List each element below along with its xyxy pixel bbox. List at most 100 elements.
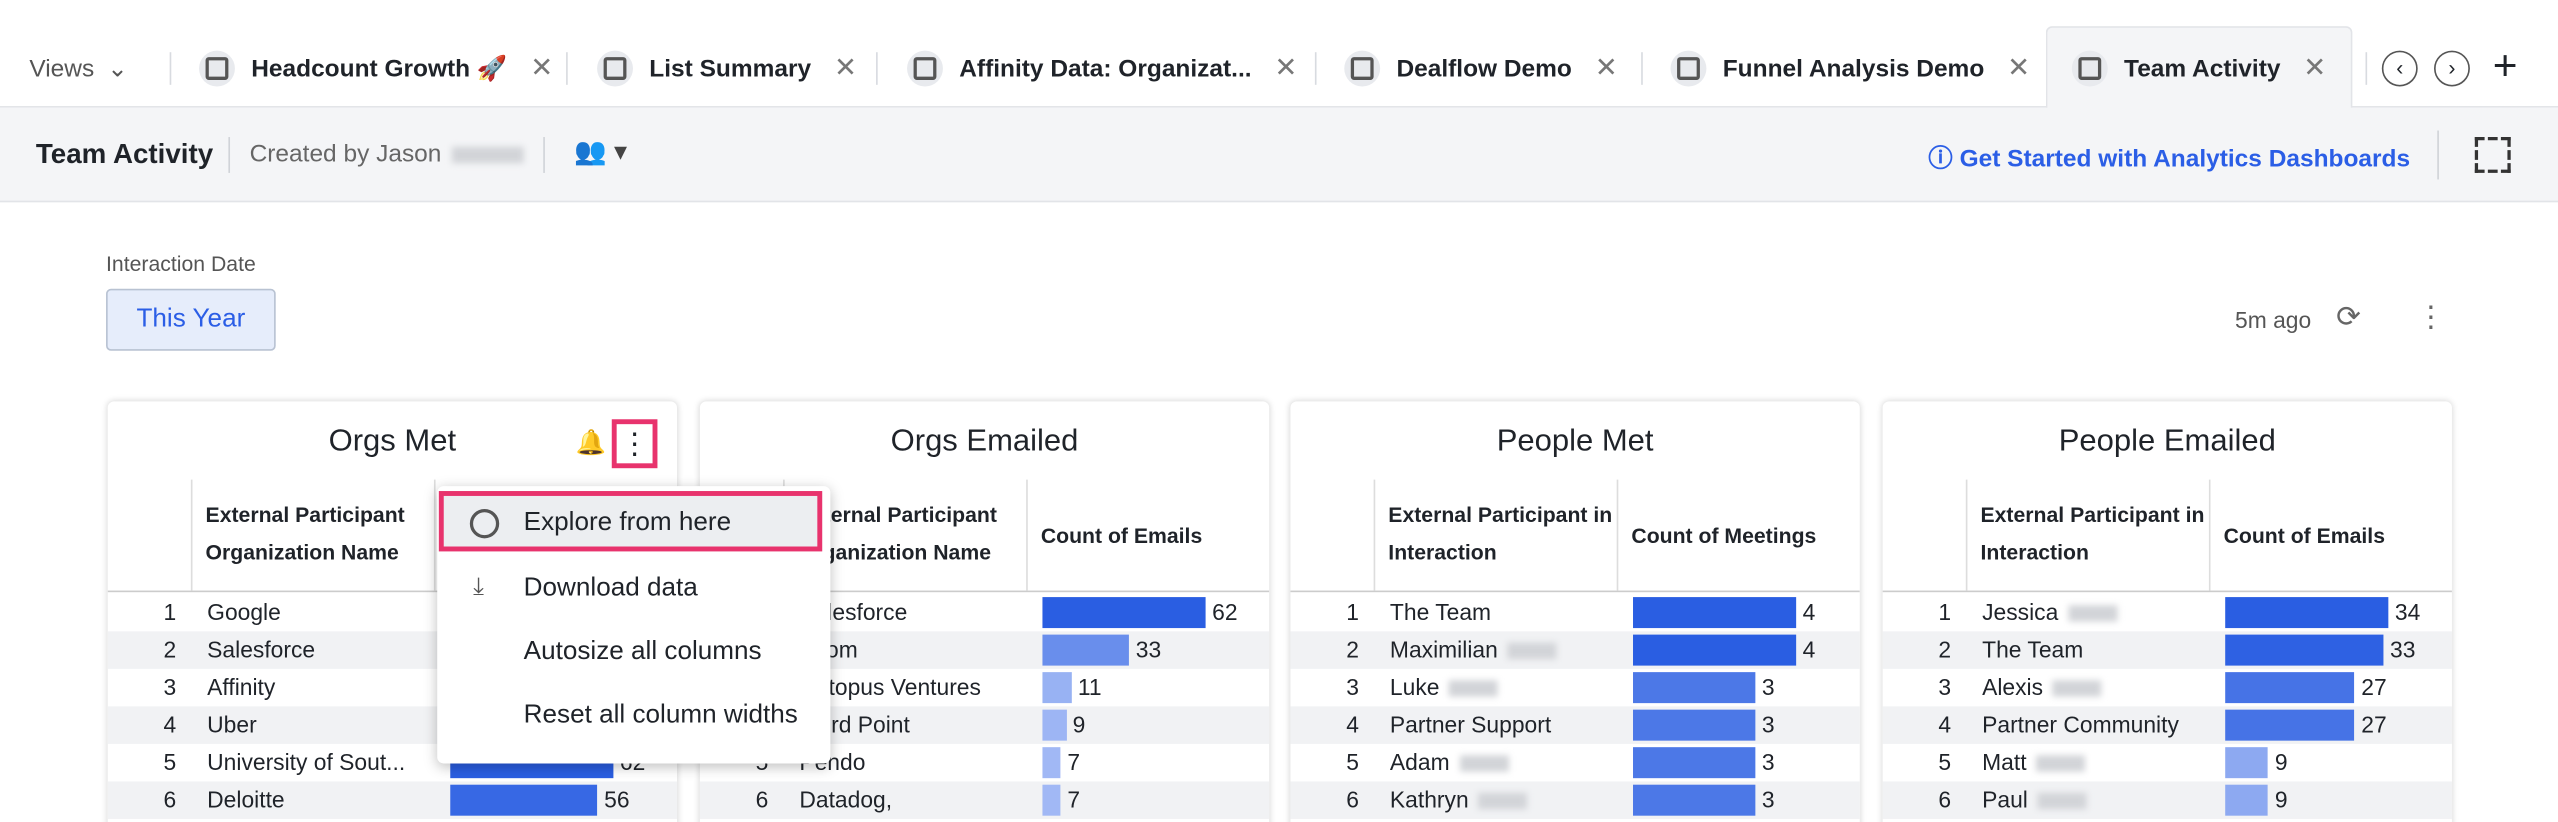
count-value: 9	[1072, 711, 1086, 738]
help-link[interactable]: ⓘ Get Started with Analytics Dashboards	[1928, 145, 2411, 173]
row-index: 1	[1346, 598, 1359, 625]
row-name: Jessica	[1982, 594, 2204, 632]
filter-label: Interaction Date	[106, 251, 256, 276]
row-index: 2	[163, 636, 177, 663]
count-value: 4	[1802, 598, 1816, 625]
tab-close[interactable]: ✕	[1274, 52, 1298, 84]
row-name: Partner Community	[1982, 711, 2179, 738]
count-value: 7	[1067, 786, 1081, 813]
table-row: 2 The Team 33	[1882, 631, 2452, 669]
share-button[interactable]: 👥 ▾	[574, 138, 628, 167]
count-bar	[2225, 597, 2389, 629]
count-value: 9	[2274, 786, 2288, 813]
row-index: 1	[1938, 598, 1952, 625]
fullscreen-button[interactable]	[2474, 137, 2511, 173]
more-button[interactable]: ⋮	[2416, 300, 2446, 333]
tab-label: Dealflow Demo	[1396, 54, 1572, 83]
column-divider	[1026, 479, 1028, 591]
count-value: 3	[1761, 786, 1775, 813]
count-bar	[1633, 672, 1756, 704]
count-bar	[1633, 747, 1756, 779]
tab-close[interactable]: ✕	[530, 52, 554, 84]
count-value: 27	[2361, 711, 2387, 738]
row-index: 6	[1938, 786, 1952, 813]
row-index: 5	[163, 748, 177, 775]
refresh-button[interactable]: ⟳	[2336, 300, 2361, 333]
tab[interactable]: Team Activity ✕	[2071, 29, 2327, 107]
filter-value[interactable]: This Year	[106, 288, 276, 351]
row-index: 2	[1346, 636, 1359, 663]
table-row: 1 The Team 4	[1290, 594, 1859, 632]
menu-item[interactable]: Reset all column widths	[523, 701, 798, 730]
count-bar	[1042, 784, 1061, 816]
count-value: 9	[2274, 748, 2288, 775]
tab-prev[interactable]: ‹	[2381, 50, 2418, 87]
add-tab[interactable]: +	[2492, 40, 2518, 90]
count-bar	[1633, 597, 1797, 629]
count-bar	[450, 784, 598, 816]
count-value: 34	[2394, 598, 2421, 625]
explore-icon	[469, 508, 500, 539]
tab[interactable]: List Summary ✕	[597, 29, 857, 107]
row-name: Datadog,	[799, 786, 893, 813]
table-row: 3 Affinity	[108, 669, 677, 707]
views-menu[interactable]: Views ⌄	[29, 54, 128, 84]
count-bar	[1042, 672, 1072, 704]
table-row: 6 Paul 9	[1882, 781, 2452, 819]
menu-item[interactable]: Explore from here	[523, 508, 732, 537]
row-index: 4	[1346, 711, 1359, 738]
row-name: Octopus Ventures	[799, 673, 981, 700]
row-index: 6	[755, 786, 769, 813]
widget-card: People Met External Participant in Intera…	[1290, 401, 1860, 822]
tab[interactable]: Dealflow Demo ✕	[1344, 29, 1618, 107]
count-value: 56	[604, 786, 630, 813]
created-by: Created by Jason	[250, 140, 523, 168]
column-header: External Participant in Interaction	[1388, 502, 1613, 565]
column-header: Count of Meetings	[1631, 523, 1817, 549]
count-value: 33	[2390, 636, 2416, 663]
created-by-text: Created by Jason	[249, 140, 442, 169]
row-name: Kathryn	[1390, 781, 1612, 819]
row-name: Paul	[1982, 781, 2204, 819]
count-value: 3	[1761, 748, 1775, 775]
menu-item[interactable]: Download data	[523, 574, 698, 602]
tab-close[interactable]: ✕	[2007, 52, 2031, 84]
context-menu: ⤓ Explore from here Download data Autosi…	[437, 486, 831, 764]
views-label: Views	[29, 54, 95, 83]
row-name: Google	[207, 598, 281, 625]
card-menu-button[interactable]: ⋮	[611, 419, 658, 469]
alert-button[interactable]: 🔔	[575, 429, 607, 457]
count-bar	[1042, 747, 1061, 779]
row-name: Luke	[1390, 669, 1612, 707]
row-name: Zoom	[799, 631, 1021, 669]
table-row: 1 Google	[108, 594, 677, 632]
count-bar	[2225, 747, 2269, 779]
tab-icon	[597, 50, 633, 87]
menu-item[interactable]: Autosize all columns	[523, 637, 762, 666]
tab-close[interactable]: ✕	[1594, 52, 1618, 84]
table-row: 4 Partner Support 3	[1290, 706, 1860, 744]
tab[interactable]: Affinity Data: Organizat... ✕	[907, 29, 1298, 107]
row-index: 4	[1938, 711, 1952, 738]
count-bar	[1042, 634, 1130, 666]
count-value: 27	[2361, 673, 2387, 700]
dashboard-header: Team Activity Created by Jason 👥 ▾ ⓘ Get…	[0, 107, 2558, 203]
count-bar	[2225, 784, 2269, 816]
header-divider	[190, 479, 193, 591]
tab-close[interactable]: ✕	[833, 52, 858, 84]
count-bar	[1042, 709, 1067, 741]
table-row: 6 Kathryn 3	[1290, 781, 1860, 819]
header-bottom	[107, 590, 678, 593]
tab[interactable]: Headcount Growth 🚀 ✕	[199, 29, 553, 107]
tab-close[interactable]: ✕	[2303, 52, 2327, 84]
row-index: 5	[1346, 748, 1359, 775]
row-name: Adam	[1390, 744, 1612, 782]
row-index: 3	[1346, 673, 1359, 700]
row-name: Pendo	[799, 748, 866, 775]
tab[interactable]: Funnel Analysis Demo ✕	[1670, 29, 2031, 107]
row-index: 3	[163, 673, 177, 700]
row-index: 6	[1346, 786, 1359, 813]
tab-next[interactable]: ›	[2434, 50, 2470, 87]
count-value: 7	[1067, 748, 1081, 775]
